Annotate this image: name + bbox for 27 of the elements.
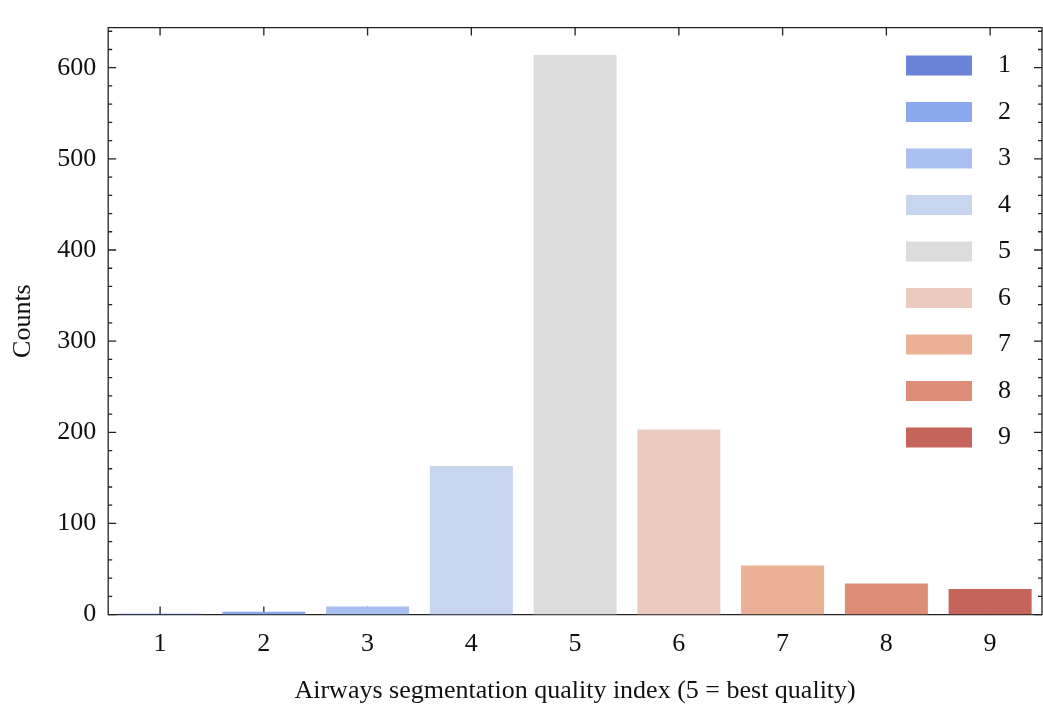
x-tick-label: 3 — [361, 628, 375, 658]
legend-label: 9 — [998, 421, 1011, 451]
legend-label: 3 — [998, 142, 1011, 172]
y-tick-label: 0 — [83, 598, 97, 628]
y-axis-title: Counts — [7, 284, 37, 358]
x-tick-label: 6 — [672, 628, 686, 658]
x-tick-label: 9 — [983, 628, 997, 658]
legend-label: 4 — [998, 188, 1011, 218]
x-tick-label: 1 — [153, 628, 167, 658]
x-tick-label: 2 — [257, 628, 271, 658]
y-tick-label: 600 — [57, 51, 97, 81]
y-tick-label: 200 — [57, 416, 97, 446]
legend-label: 6 — [998, 281, 1011, 311]
legend-label: 2 — [998, 95, 1011, 125]
y-tick-label: 100 — [57, 507, 97, 537]
legend-label: 1 — [998, 49, 1011, 79]
legend-label: 7 — [998, 328, 1011, 358]
legend-label: 8 — [998, 374, 1011, 404]
x-tick-label: 5 — [568, 628, 582, 658]
x-tick-label: 4 — [464, 628, 478, 658]
x-tick-label: 8 — [879, 628, 893, 658]
y-tick-label: 400 — [57, 233, 97, 263]
x-tick-label: 7 — [776, 628, 790, 658]
y-tick-label: 500 — [57, 142, 97, 172]
y-tick-label: 300 — [57, 324, 97, 354]
x-axis-title: Airways segmentation quality index (5 = best quality) — [294, 675, 856, 705]
legend-label: 5 — [998, 235, 1011, 265]
